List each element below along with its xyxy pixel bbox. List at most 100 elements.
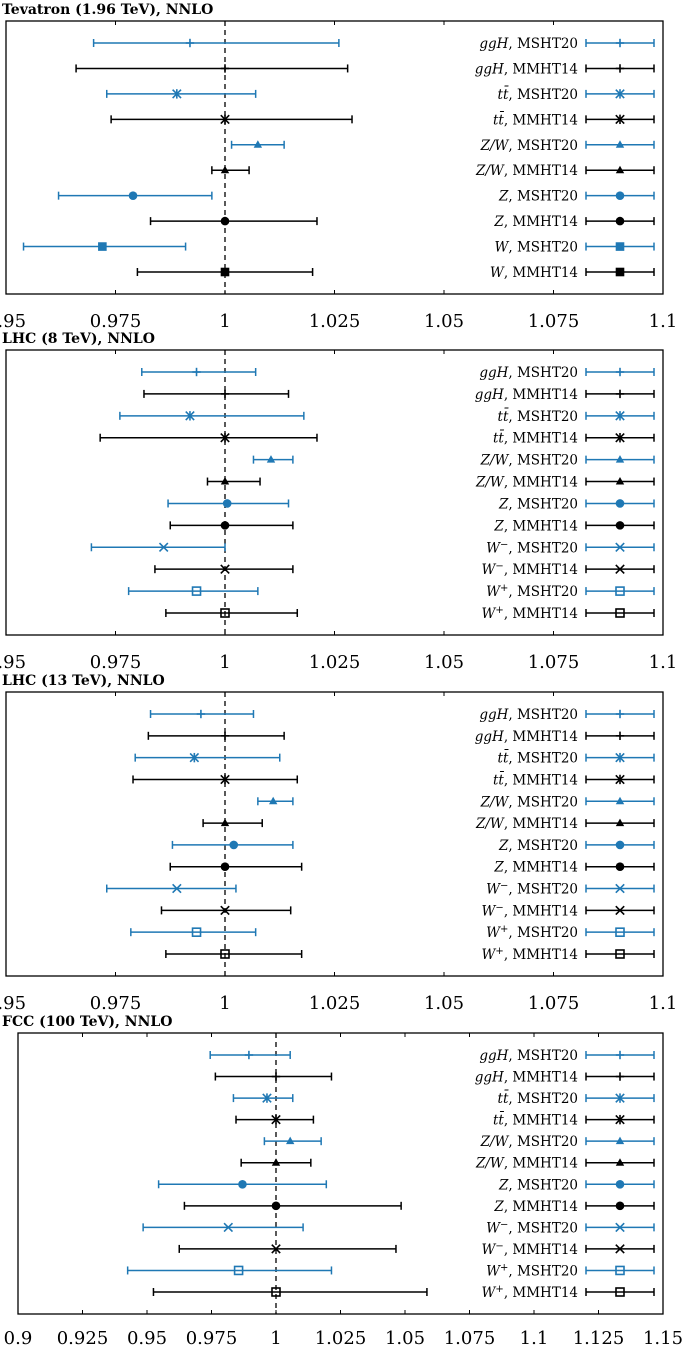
legend-marker — [615, 411, 625, 421]
data-point — [172, 89, 182, 99]
data-point — [238, 1179, 247, 1189]
series-row: ggH, MSHT20 — [209, 1048, 655, 1064]
legend-marker — [615, 862, 625, 872]
legend-label: Z, MSHT20 — [498, 1177, 578, 1193]
x-tick-label: 1.1 — [649, 311, 678, 332]
error-bar — [134, 753, 281, 762]
series-row: W−, MMHT14 — [160, 902, 655, 919]
error-bar — [132, 775, 299, 784]
series-row: Z, MMHT14 — [169, 518, 655, 534]
error-bar — [110, 115, 353, 124]
chart-panel: FCC (100 TeV), NNLO 0.9 0.925 0.95 0.975 1 1.0… — [2, 1014, 683, 1348]
data-point — [220, 477, 230, 485]
series-row: Z, MMHT14 — [149, 214, 655, 230]
chart-panel: LHC (13 TeV), NNLO 0.95 0.975 1 1.025 1.05 1.0… — [0, 673, 677, 1014]
legend-label: W, MSHT20 — [495, 240, 579, 256]
data-point — [222, 499, 232, 508]
error-bar — [165, 950, 303, 958]
legend-label: Z/W, MSHT20 — [480, 794, 578, 810]
series-row: Z, MMHT14 — [183, 1199, 655, 1215]
legend-label: tt̄, MSHT20 — [498, 1090, 578, 1107]
series-row: W−, MMHT14 — [154, 561, 655, 578]
x-tick-label: 1.025 — [309, 311, 361, 332]
legend-label: ggH, MSHT20 — [479, 36, 578, 52]
error-bar — [143, 389, 290, 398]
legend-label: ggH, MMHT14 — [475, 1070, 578, 1086]
chart-title: LHC (8 TeV), NNLO — [2, 331, 155, 347]
legend-label: W+, MSHT20 — [486, 1262, 578, 1279]
x-tick-label: 1.1 — [520, 1328, 549, 1348]
data-point — [220, 564, 230, 574]
series-row: ggH, MSHT20 — [149, 707, 655, 723]
data-point — [220, 165, 230, 174]
data-point — [98, 242, 107, 251]
data-point — [191, 586, 202, 596]
legend-label: W+, MMHT14 — [482, 605, 578, 622]
series-row: Z, MSHT20 — [157, 1177, 655, 1193]
chart-panel: LHC (8 TeV), NNLO 0.95 0.975 1 1.025 1.05 1.07… — [0, 331, 677, 673]
legend-marker — [615, 1072, 625, 1081]
legend-label: tt̄, MSHT20 — [498, 408, 578, 425]
legend-marker — [615, 114, 625, 125]
series-row: tt̄, MSHT20 — [232, 1090, 655, 1107]
data-point — [220, 862, 230, 872]
chart-title: LHC (13 TeV), NNLO — [2, 673, 165, 689]
legend-label: Z/W, MMHT14 — [475, 475, 578, 491]
series-row: Z, MSHT20 — [171, 838, 655, 854]
series-row: W+, MMHT14 — [152, 1284, 655, 1301]
legend-marker — [615, 927, 625, 937]
x-tick-label: 1.025 — [309, 993, 361, 1014]
legend-marker — [615, 1136, 625, 1145]
legend-marker — [615, 774, 625, 785]
data-point — [220, 432, 230, 443]
legend-marker — [615, 905, 625, 916]
series-row: Z/W, MMHT14 — [202, 816, 655, 832]
legend-marker — [615, 432, 625, 443]
data-point — [172, 883, 182, 894]
error-bar — [75, 64, 349, 73]
legend-label: Z/W, MMHT14 — [475, 163, 578, 179]
series-row: Z/W, MMHT14 — [211, 163, 655, 179]
series-row: W−, MSHT20 — [90, 539, 655, 556]
data-point — [229, 840, 239, 850]
x-tick-label: 1.075 — [528, 993, 580, 1014]
series-row: tt̄, MMHT14 — [132, 772, 655, 788]
error-bar — [263, 1137, 322, 1146]
series-row: Z/W, MMHT14 — [206, 475, 655, 491]
series-row: Z/W, MSHT20 — [230, 138, 655, 154]
x-tick-label: 0.925 — [57, 1328, 109, 1348]
legend-label: W+, MMHT14 — [482, 1284, 578, 1301]
series-row: tt̄, MMHT14 — [235, 1112, 655, 1129]
error-bar — [147, 731, 285, 740]
data-point — [268, 796, 278, 805]
legend-marker — [615, 521, 625, 530]
series-row: W+, MSHT20 — [127, 583, 655, 600]
legend-label: Z/W, MSHT20 — [480, 138, 578, 154]
data-point — [220, 818, 230, 827]
legend-marker — [615, 840, 625, 850]
x-tick-label: 0.975 — [186, 1328, 238, 1348]
legend-marker — [615, 367, 625, 377]
data-point — [220, 267, 230, 277]
data-point — [285, 1136, 295, 1145]
series-row: W−, MSHT20 — [142, 1219, 655, 1236]
legend-marker — [615, 499, 625, 508]
error-bar — [169, 521, 294, 530]
legend-label: W−, MSHT20 — [486, 881, 578, 898]
legend-marker — [615, 564, 625, 574]
error-bar — [165, 609, 299, 617]
series-row: ggH, MSHT20 — [141, 365, 655, 381]
error-bar — [119, 411, 305, 420]
legend-marker — [615, 216, 625, 226]
x-tick-label: 0.975 — [90, 993, 142, 1014]
error-bar — [183, 1201, 402, 1210]
error-bar — [206, 477, 261, 486]
data-point — [220, 949, 230, 959]
legend-label: Z, MSHT20 — [498, 496, 578, 512]
data-point — [271, 1201, 281, 1211]
series-row: W+, MSHT20 — [126, 1262, 655, 1279]
legend-marker — [615, 709, 625, 719]
error-bar — [178, 1244, 397, 1253]
data-point — [266, 455, 276, 463]
legend-marker — [615, 542, 625, 553]
